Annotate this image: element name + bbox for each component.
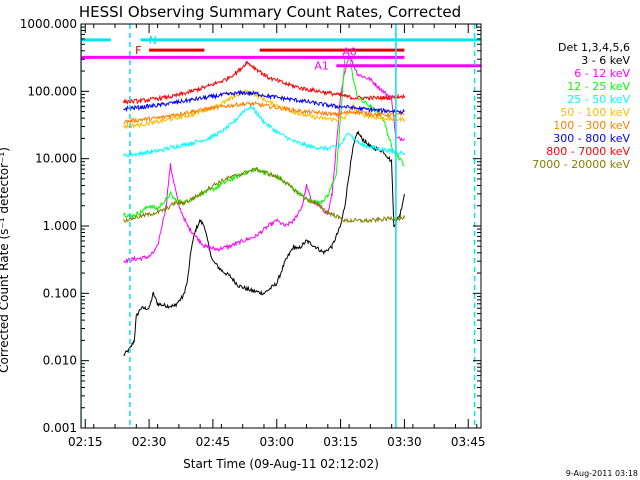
legend-entry: 12 - 25 keV <box>567 80 630 93</box>
annotation-label-f: F <box>135 44 141 57</box>
annotation-label-a1: A1 <box>314 60 329 73</box>
series-line-25-50-kev <box>123 104 405 159</box>
series-line-50-100-kev <box>123 88 405 130</box>
legend-entry: 300 - 800 keV <box>553 132 630 145</box>
series-line-6-12-kev <box>123 54 405 264</box>
y-tick-label: 100.000 <box>27 84 77 98</box>
x-tick-label: 02:15 <box>68 435 103 449</box>
legend-entry: 25 - 50 keV <box>567 93 630 106</box>
legend-title: Det 1,3,4,5,6 <box>558 41 630 54</box>
y-tick-label: 0.100 <box>43 286 77 300</box>
series-line-800-7000-kev <box>123 60 405 105</box>
y-axis-label: Corrected Count Rate (s⁻¹ detector⁻¹) <box>0 147 11 373</box>
timestamp-stamp: 9-Aug-2011 03:18 <box>566 469 638 478</box>
series-line-7000-20000-kev <box>123 166 405 224</box>
series-line-100-300-kev <box>123 100 405 125</box>
x-tick-label: 03:00 <box>259 435 294 449</box>
series-line-300-800-kev <box>123 89 405 115</box>
x-tick-label: 03:30 <box>387 435 422 449</box>
legend-entry: 6 - 12 keV <box>574 67 630 80</box>
x-tick-label: 03:45 <box>451 435 486 449</box>
legend-entry: 3 - 6 keV <box>581 54 630 67</box>
y-tick-label: 0.010 <box>43 354 77 368</box>
annotation-label-n: N <box>149 34 157 47</box>
y-tick-label: 10.000 <box>35 152 77 166</box>
legend-entry: 50 - 100 keV <box>560 106 630 119</box>
axes: 1000.000 100.000 10.000 1.000 0.100 0.010 0.00… <box>20 17 486 449</box>
x-tick-label: 02:45 <box>196 435 231 449</box>
annotation-label-a0: A0 <box>342 45 357 58</box>
x-tick-label: 03:15 <box>323 435 358 449</box>
legend-entry: 800 - 7000 keV <box>546 145 630 158</box>
chart-title: HESSI Observing Summary Count Rates, Cor… <box>79 3 461 21</box>
legend-entry: 100 - 300 keV <box>553 119 630 132</box>
x-tick-label: 02:30 <box>132 435 167 449</box>
y-tick-label: 1.000 <box>43 219 77 233</box>
y-tick-label: 0.001 <box>43 421 77 435</box>
x-axis-label: Start Time (09-Aug-11 02:12:02) <box>183 457 379 471</box>
y-tick-label: 1000.000 <box>20 17 77 31</box>
series-line-3-6-kev <box>123 130 405 357</box>
legend-entry: 7000 - 20000 keV <box>532 158 630 171</box>
